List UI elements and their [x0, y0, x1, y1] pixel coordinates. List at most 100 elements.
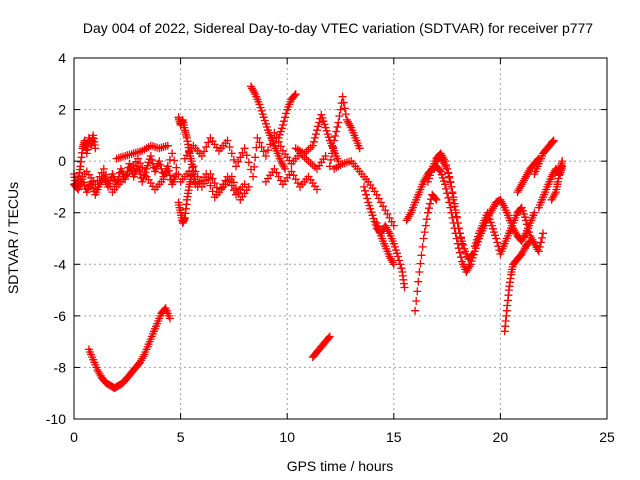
y-tick-label: -10 [46, 411, 66, 427]
data-point [165, 171, 174, 180]
data-point [136, 170, 145, 178]
data-point [377, 198, 385, 207]
data-point [259, 147, 268, 156]
data-point [421, 221, 430, 230]
data-point [338, 92, 347, 101]
data-point [452, 213, 461, 222]
data-point [91, 144, 100, 153]
data-point [281, 164, 290, 173]
data-point [336, 105, 345, 114]
plot-frame [73, 57, 608, 420]
data-point [363, 194, 372, 203]
data-point [238, 148, 247, 157]
data-point [210, 179, 219, 188]
data-point [321, 152, 330, 160]
data-point [159, 175, 168, 184]
data-point [191, 167, 200, 176]
x-tick-label: 5 [177, 429, 185, 445]
data-point [227, 181, 236, 190]
data-point [310, 162, 319, 171]
y-tick-label: 4 [58, 50, 66, 66]
data-point [138, 163, 147, 172]
data-point [361, 186, 369, 195]
data-point [223, 172, 232, 181]
data-point [261, 152, 270, 160]
data-point [99, 164, 108, 173]
data-point [280, 162, 288, 171]
data-point [174, 170, 183, 179]
data-point [308, 161, 317, 169]
data-point [229, 186, 238, 195]
data-point [242, 151, 251, 160]
data-point [310, 133, 319, 142]
data-point [558, 157, 567, 166]
data-point [202, 143, 211, 151]
y-tick-label: -2 [54, 205, 67, 221]
data-point [383, 210, 392, 218]
data-point [291, 90, 300, 99]
data-point [465, 262, 474, 271]
data-point [328, 149, 336, 158]
data-point [278, 121, 287, 129]
data-point [308, 141, 317, 150]
data-point [102, 170, 110, 179]
data-point [326, 155, 335, 164]
data-point [146, 152, 155, 160]
data-point [467, 251, 476, 260]
data-point [255, 138, 264, 147]
data-point [195, 177, 204, 186]
data-point [200, 147, 209, 156]
data-point [534, 247, 543, 256]
data-point [431, 194, 440, 203]
data-point [116, 153, 125, 162]
data-point [333, 123, 342, 131]
data-point [341, 110, 350, 119]
data-point [193, 172, 202, 181]
x-tick-label: 0 [70, 429, 78, 445]
data-point [550, 190, 559, 198]
data-point [442, 184, 450, 193]
data-point [362, 190, 371, 199]
y-tick-label: -6 [54, 308, 67, 324]
data-point [395, 256, 404, 265]
data-point [229, 155, 238, 164]
x-axis-ticks: 0 5 10 15 20 25 [70, 58, 615, 445]
data-point [227, 149, 236, 158]
data-point [405, 210, 414, 219]
data-point [334, 118, 343, 127]
data-point [426, 199, 434, 208]
data-point [206, 181, 215, 190]
data-point [455, 229, 464, 238]
data-point [104, 176, 113, 185]
data-point [444, 193, 453, 202]
data-point [422, 215, 431, 224]
data-point [244, 158, 253, 167]
data-point [525, 228, 534, 237]
data-point [530, 208, 539, 217]
data-point [240, 144, 249, 153]
data-point [197, 152, 206, 160]
data-point [312, 130, 320, 139]
data-point [412, 297, 421, 305]
data-point [524, 224, 533, 233]
data-point [444, 169, 453, 178]
data-point [457, 233, 465, 242]
data-points [70, 82, 567, 393]
data-point [423, 208, 432, 217]
data-point [232, 162, 240, 171]
data-point [459, 240, 468, 249]
data-point [416, 259, 425, 268]
data-point [309, 137, 318, 146]
data-point [165, 314, 174, 323]
data-point [251, 153, 260, 162]
data-point [457, 253, 465, 262]
data-point [189, 162, 198, 171]
y-axis-ticks: 4 2 0 -2 -4 -6 -8 -10 [46, 50, 607, 427]
data-point [355, 144, 364, 153]
data-point [384, 227, 393, 236]
data-point [535, 242, 544, 251]
data-point [250, 88, 259, 97]
data-point [315, 118, 324, 127]
data-point [453, 219, 462, 227]
data-point [443, 164, 452, 173]
